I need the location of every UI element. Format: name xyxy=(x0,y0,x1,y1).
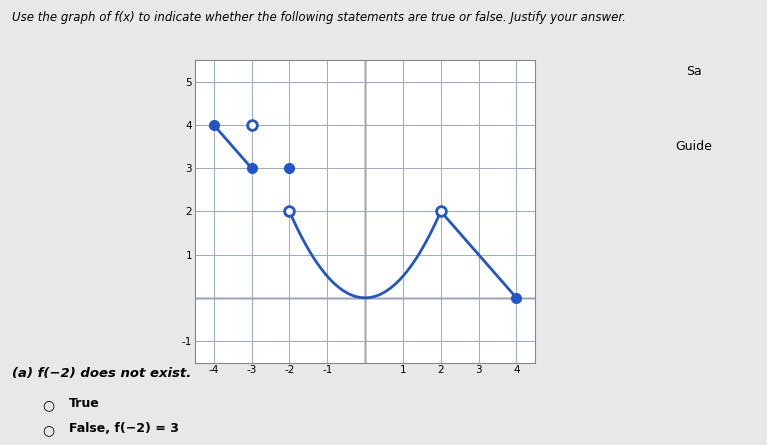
Text: ○: ○ xyxy=(42,424,54,437)
Text: Guide: Guide xyxy=(676,140,713,154)
Text: Use the graph of f(x) to indicate whether the following statements are true or f: Use the graph of f(x) to indicate whethe… xyxy=(12,11,625,24)
Text: Sa: Sa xyxy=(686,65,702,78)
Text: False, f(−2) = 3: False, f(−2) = 3 xyxy=(69,422,179,435)
Text: ○: ○ xyxy=(42,398,54,412)
Text: True: True xyxy=(69,397,100,410)
Text: (a) f(−2) does not exist.: (a) f(−2) does not exist. xyxy=(12,367,191,380)
